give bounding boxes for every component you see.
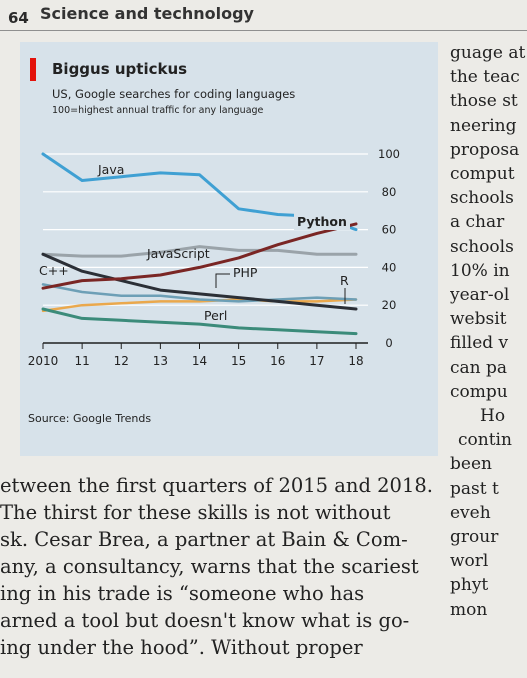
series-line-python (41, 222, 358, 290)
article-line: schools (450, 236, 514, 257)
article-line: worl (450, 551, 489, 572)
y-tick-label: 60 (382, 223, 397, 237)
article-line: phyt (450, 575, 489, 596)
chart-subtitle: US, Google searches for coding languages (52, 87, 296, 101)
y-tick-label: 80 (382, 185, 397, 199)
series-label: R (340, 273, 349, 288)
x-tick-label: 11 (74, 354, 89, 368)
x-tick-label: 18 (348, 354, 363, 368)
article-main-column: etween the first quarters of 2015 and 20… (0, 472, 448, 661)
article-line: arned a tool but doesn't know what is go… (0, 609, 410, 632)
red-tag (30, 58, 36, 81)
page-number: 64 (8, 9, 29, 27)
article-line: ing in his trade is “someone who has (0, 582, 365, 605)
article-line: the teac (450, 67, 520, 88)
series-label: PHP (233, 265, 258, 280)
article-line: sk. Cesar Brea, a partner at Bain & Com- (0, 528, 408, 551)
article-line: can pa (450, 357, 508, 378)
page-header: 64 Science and technology (0, 0, 527, 34)
article-line: ing under the hood”. Without proper (0, 636, 363, 659)
article-line: a char (450, 212, 505, 233)
series-label: JavaScript (146, 246, 210, 261)
article-line: filled v (450, 333, 509, 354)
header-rule (0, 30, 527, 31)
article-line: websit (450, 309, 507, 330)
article-line: guage at (450, 43, 526, 63)
series-line-javascript (41, 245, 358, 258)
article-line: eveh (450, 502, 491, 523)
x-tick-label: 17 (309, 354, 324, 368)
chart-panel: Biggus uptickus US, Google searches for … (20, 42, 438, 456)
x-tick-label: 16 (270, 354, 285, 368)
series-label: Perl (204, 308, 227, 323)
article-line: Ho (480, 406, 506, 427)
article-line: been (450, 454, 492, 475)
article-line: proposa (450, 139, 520, 160)
x-tick-label: 12 (114, 354, 129, 368)
y-tick-label: 100 (378, 147, 400, 161)
line-chart: 0 20 40 60 80 100 2010 11 12 13 14 15 16 17 18 Java Pyth… (28, 147, 400, 368)
article-line: those st (450, 91, 518, 112)
series-label: Java (97, 162, 124, 177)
article-line: year-ol (450, 285, 510, 306)
article-line: comput (450, 164, 515, 185)
article-line: 10% in (450, 260, 510, 281)
series-line-r (41, 298, 358, 313)
article-line: grour (450, 527, 499, 548)
chart-title: Biggus uptickus (52, 60, 188, 78)
y-tick-label: 20 (382, 298, 397, 312)
article-line: etween the first quarters of 2015 and 20… (0, 474, 433, 497)
article-line: schools (450, 188, 514, 209)
x-tick-label: 15 (231, 354, 246, 368)
y-tick-label: 0 (385, 336, 392, 350)
article-line: compu (450, 381, 508, 402)
chart-note: 100=highest annual traffic for any langu… (52, 105, 264, 116)
chart-source: Source: Google Trends (28, 412, 152, 425)
series-line-c (41, 252, 358, 311)
x-tick-label: 13 (153, 354, 168, 368)
article-right-column: guage at the teac those st neering proposa co… (450, 41, 527, 678)
article-line: past t (450, 478, 499, 499)
series-label-bg (294, 213, 350, 230)
series-label: Python (297, 214, 347, 229)
series-label: C++ (39, 263, 69, 278)
php-leader-line (215, 273, 230, 288)
x-tick-label: 2010 (28, 354, 59, 368)
series-line-php (41, 283, 358, 303)
article-line: contin (458, 430, 512, 451)
article-line: neering (450, 115, 517, 136)
series-line-perl (41, 307, 358, 336)
section-title: Science and technology (40, 4, 254, 23)
article-line: The thirst for these skills is not witho… (0, 501, 391, 524)
y-tick-label: 40 (382, 260, 397, 274)
x-tick-label: 14 (192, 354, 207, 368)
article-line: mon (450, 599, 488, 620)
article-line: any, a consultancy, warns that the scari… (0, 555, 419, 578)
